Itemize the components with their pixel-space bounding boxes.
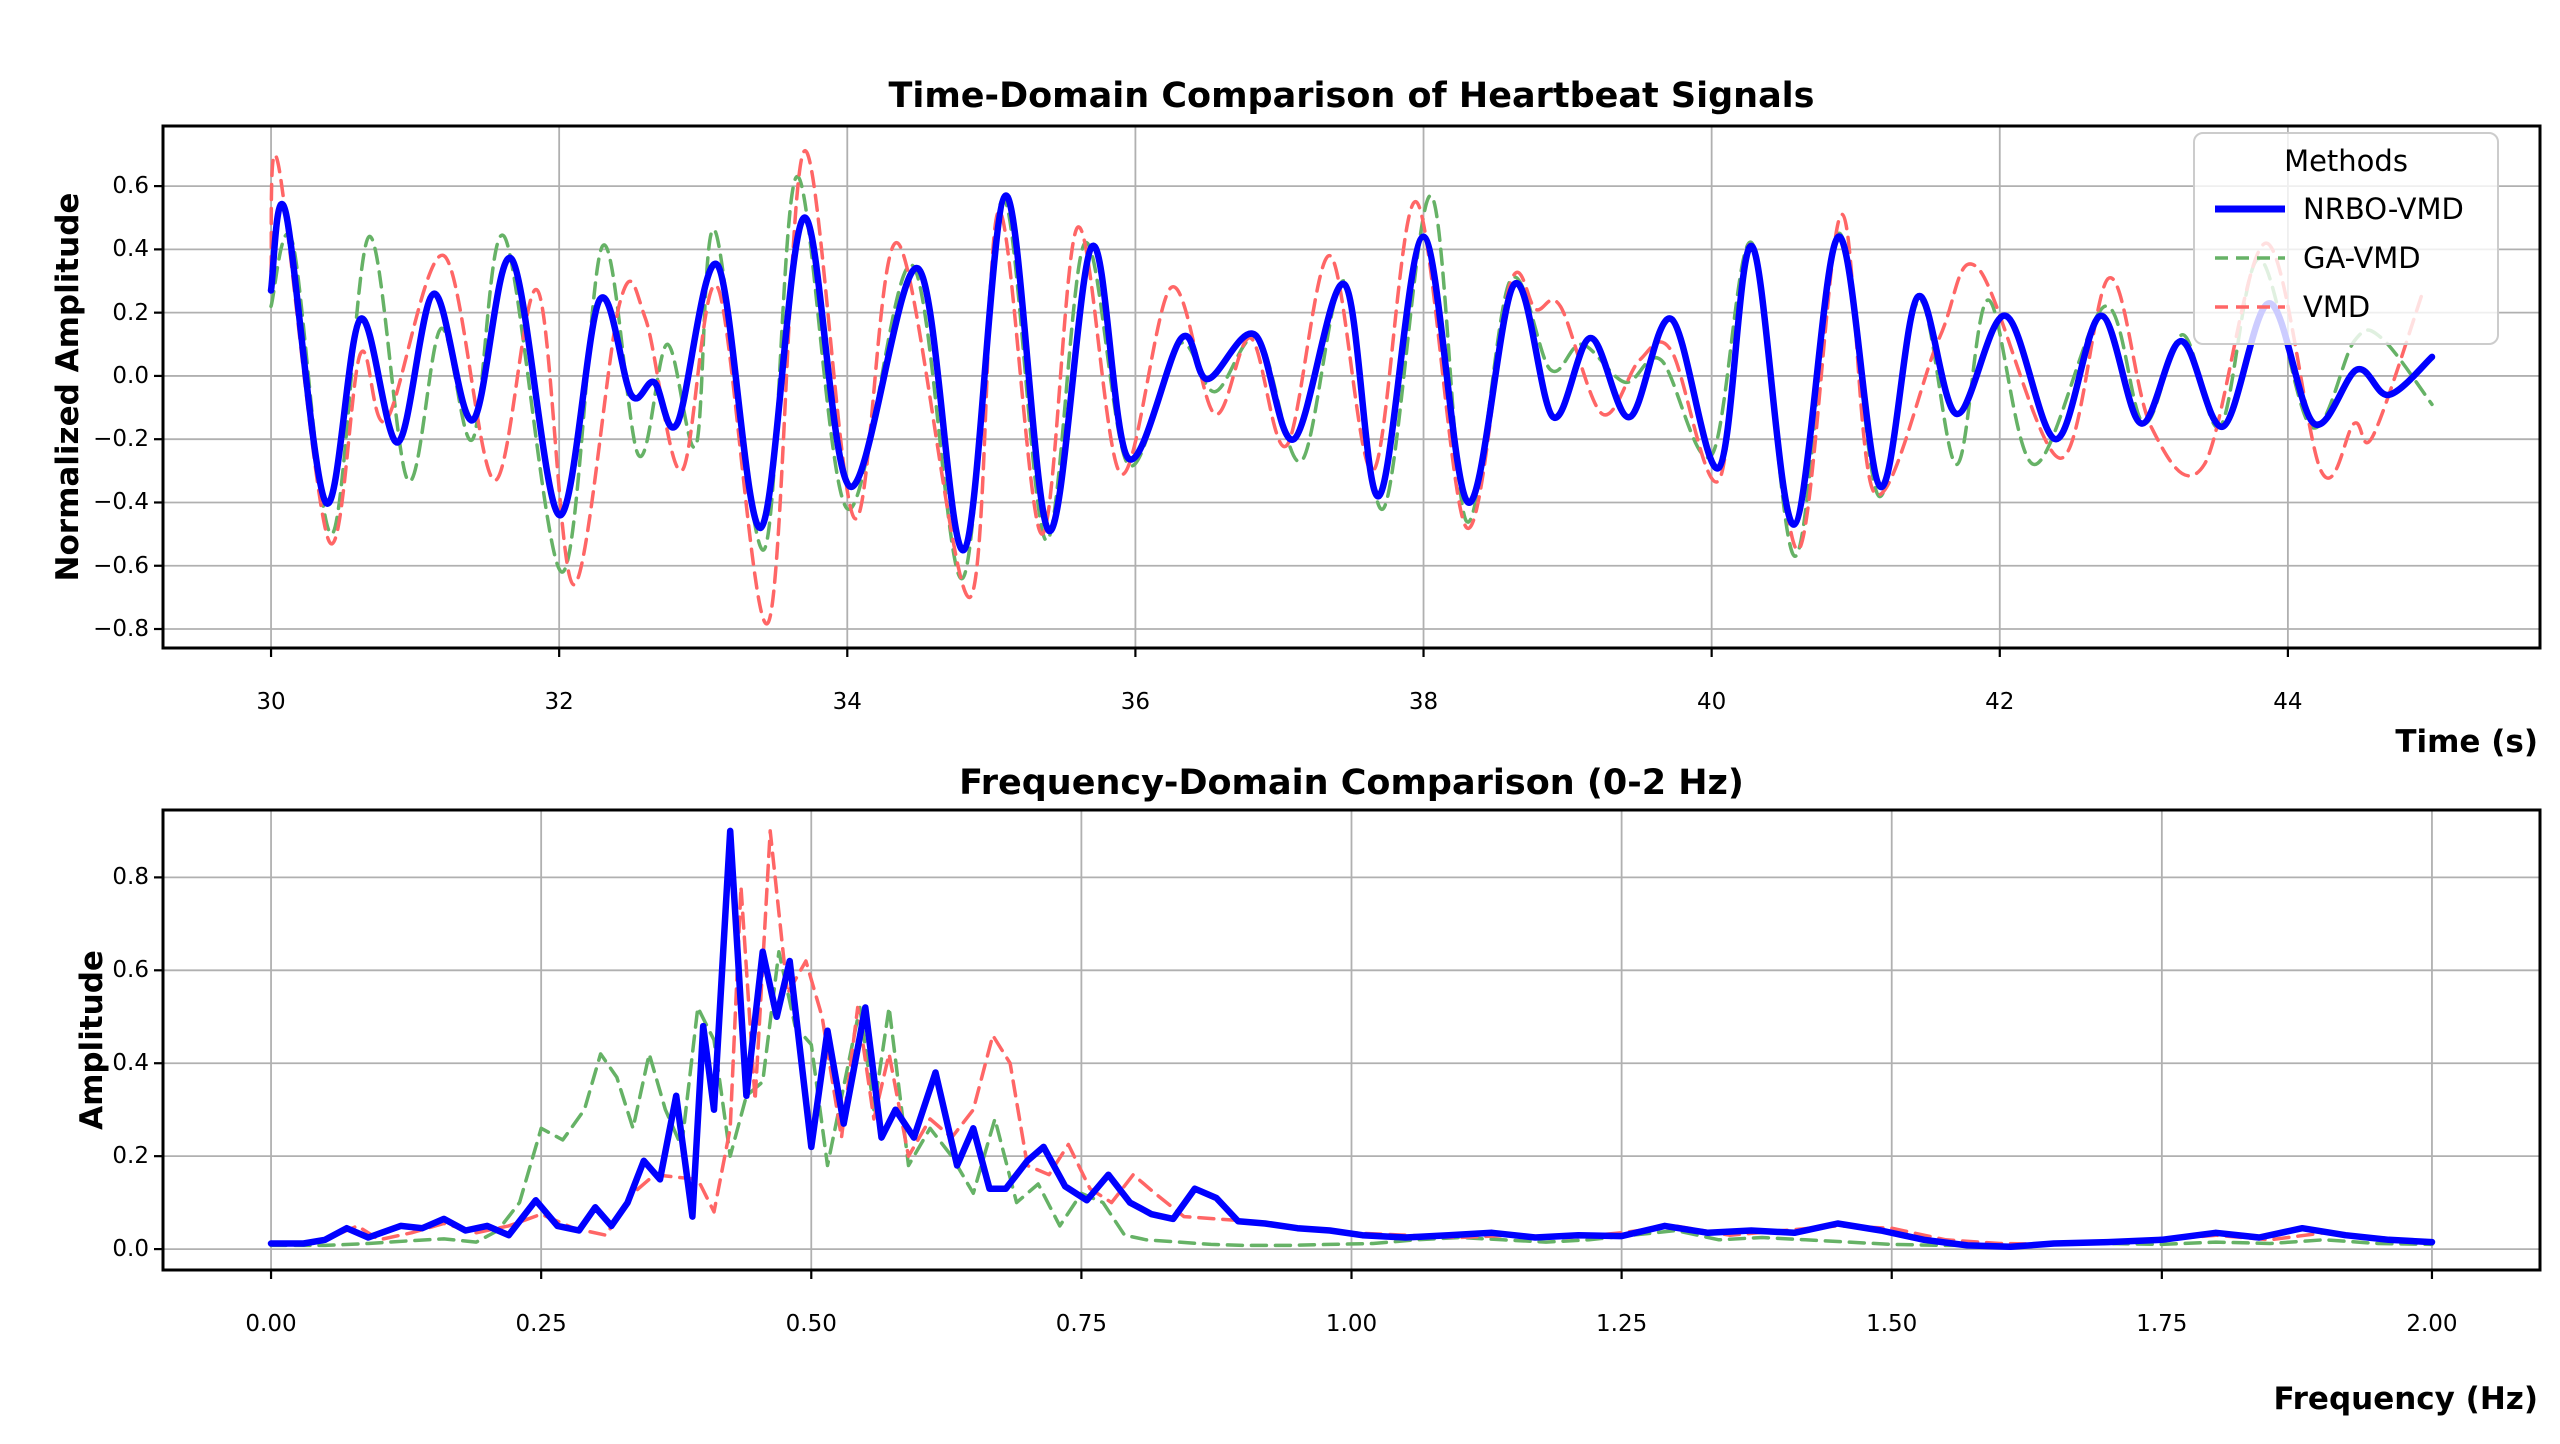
y-tick-label: 0.4 xyxy=(112,1050,149,1077)
x-tick-label: 44 xyxy=(2273,689,2303,715)
x-tick-label: 0.50 xyxy=(785,1311,837,1337)
y-tick-label: −0.2 xyxy=(93,426,149,453)
series-VMD-line xyxy=(269,149,2426,626)
legend: Methods NRBO-VMD GA-VMD VMD xyxy=(2193,132,2499,345)
time-x-axis-label: Time (s) xyxy=(2395,724,2538,760)
x-tick-label: 40 xyxy=(1697,689,1727,715)
x-tick-label: 30 xyxy=(256,689,286,715)
x-tick-label: 1.25 xyxy=(1596,1311,1648,1337)
series-NRBO-VMD-line xyxy=(267,192,2436,554)
legend-line-sample-vmd xyxy=(2215,304,2285,309)
y-tick-label: 0.6 xyxy=(112,173,149,200)
y-tick-label: 0.0 xyxy=(112,1236,149,1263)
legend-entry-label: NRBO-VMD xyxy=(2303,191,2464,226)
y-tick-label: 0.8 xyxy=(112,864,149,891)
legend-entry-ga-vmd: GA-VMD xyxy=(2213,233,2479,282)
y-tick-label: 0.4 xyxy=(112,236,149,263)
x-tick-label: 38 xyxy=(1408,689,1439,715)
freq-chart-title: Frequency-Domain Comparison (0-2 Hz) xyxy=(959,763,1744,803)
legend-line-sample-ga-vmd xyxy=(2215,255,2285,260)
x-tick-label: 1.75 xyxy=(2136,1311,2188,1337)
x-tick-label: 42 xyxy=(1985,689,2015,715)
y-tick-label: 0.2 xyxy=(112,299,149,326)
y-tick-label: 0.0 xyxy=(112,362,149,389)
x-tick-label: 1.00 xyxy=(1325,1311,1378,1337)
axes-spines xyxy=(161,808,2542,1272)
y-tick-label: −0.4 xyxy=(93,489,149,516)
series-VMD-line xyxy=(269,829,2434,1247)
time-chart-title: Time-Domain Comparison of Heartbeat Sign… xyxy=(888,76,1815,116)
axes-spines xyxy=(161,124,2542,650)
series-GA-VMD-line xyxy=(269,174,2434,581)
chart-1 xyxy=(154,808,2542,1279)
x-tick-label: 32 xyxy=(544,689,574,715)
y-tick-label: 0.2 xyxy=(112,1143,149,1170)
legend-entry-vmd: VMD xyxy=(2213,282,2479,331)
y-tick-label: 0.6 xyxy=(112,957,149,984)
x-tick-label: 1.50 xyxy=(1866,1311,1918,1337)
series-GA-VMD-line xyxy=(269,949,2434,1248)
x-tick-label: 0.00 xyxy=(245,1311,297,1337)
y-tick-label: −0.8 xyxy=(93,616,149,643)
y-tick-label: −0.6 xyxy=(93,552,149,579)
x-tick-label: 34 xyxy=(832,689,862,715)
x-tick-label: 0.75 xyxy=(1055,1311,1107,1337)
freq-x-axis-label: Frequency (Hz) xyxy=(2273,1381,2538,1417)
chart-0 xyxy=(154,124,2542,657)
legend-entry-label: GA-VMD xyxy=(2303,240,2421,275)
x-tick-label: 2.00 xyxy=(2406,1311,2458,1337)
legend-entry-label: VMD xyxy=(2303,289,2371,324)
x-tick-label: 36 xyxy=(1120,689,1151,715)
legend-entry-nrbo-vmd: NRBO-VMD xyxy=(2213,184,2479,233)
series-NRBO-VMD-line xyxy=(267,827,2436,1251)
legend-title: Methods xyxy=(2284,144,2408,178)
x-tick-label: 0.25 xyxy=(515,1311,567,1337)
legend-line-sample-nrbo-vmd xyxy=(2215,205,2285,212)
